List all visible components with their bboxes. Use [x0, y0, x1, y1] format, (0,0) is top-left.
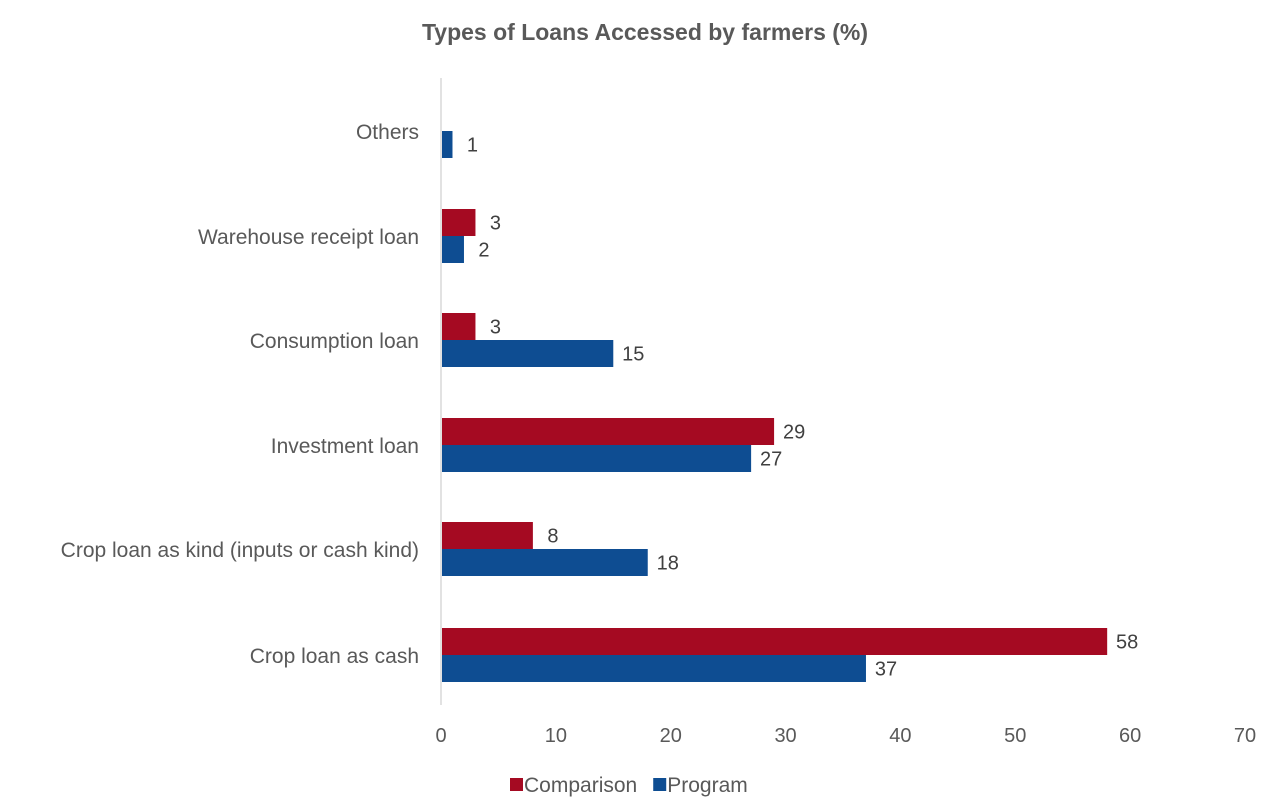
bar-comparison: [442, 313, 476, 340]
x-tick-label: 50: [1004, 725, 1026, 747]
category-label: Crop loan as kind (inputs or cash kind): [61, 539, 419, 562]
legend-swatch-program: [653, 778, 667, 791]
chart-title: Types of Loans Accessed by farmers (%): [422, 19, 868, 45]
data-label: 8: [547, 526, 558, 548]
bar-comparison: [442, 209, 476, 236]
data-label: 37: [875, 659, 897, 681]
x-tick-label: 60: [1119, 725, 1141, 747]
x-tick-label: 40: [889, 725, 911, 747]
bar-program: [442, 340, 614, 367]
bar-program: [442, 131, 453, 158]
category-label: Warehouse receipt loan: [198, 226, 419, 249]
legend-label-program: Program: [667, 774, 748, 797]
x-tick-label: 30: [774, 725, 796, 747]
category-label: Consumption loan: [250, 330, 419, 353]
category-label: Crop loan as cash: [250, 645, 419, 668]
data-label: 3: [490, 213, 501, 235]
bar-program: [442, 236, 464, 263]
bar-program: [442, 445, 752, 472]
legend: Comparison Program: [510, 774, 748, 797]
data-label: 58: [1116, 632, 1138, 654]
legend-label-comparison: Comparison: [524, 774, 637, 797]
bar-program: [442, 655, 866, 682]
data-label: 29: [783, 422, 805, 444]
data-label: 15: [622, 344, 644, 366]
bar-comparison: [442, 628, 1108, 655]
x-tick-labels-group: 0 10 20 30 40 50 60 70: [435, 725, 1256, 747]
category-label: Others: [356, 121, 419, 144]
x-tick-label: 10: [545, 725, 567, 747]
data-label: 1: [467, 135, 478, 157]
data-label: 27: [760, 449, 782, 471]
bars-group: [442, 131, 1108, 682]
x-tick-label: 70: [1234, 725, 1256, 747]
x-tick-label: 20: [660, 725, 682, 747]
legend-swatch-comparison: [510, 778, 523, 791]
data-label: 3: [490, 317, 501, 339]
bar-comparison: [442, 418, 775, 445]
data-label: 18: [657, 553, 679, 575]
category-label: Investment loan: [271, 435, 419, 458]
bar-program: [442, 549, 648, 576]
bar-comparison: [442, 522, 533, 549]
category-labels-group: Crop loan as cash Crop loan as kind (inpu…: [61, 121, 419, 668]
x-tick-label: 0: [435, 725, 446, 747]
data-label: 2: [478, 240, 489, 262]
